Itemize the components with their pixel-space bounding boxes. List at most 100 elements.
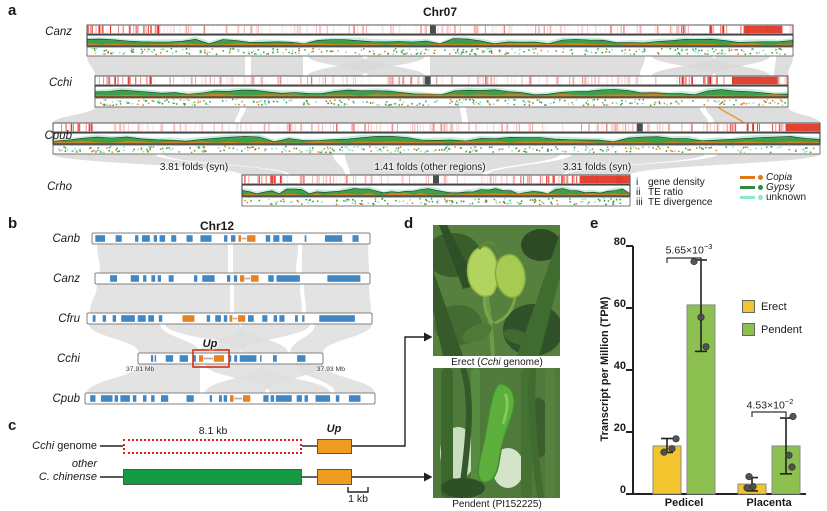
panel-e-letter: e	[590, 215, 599, 232]
pvalue-pedicel-mantissa: 5.65×10	[665, 244, 704, 257]
legend-swatch-pendent	[742, 323, 755, 336]
other-chinense-label-line2: C. chinense	[38, 471, 97, 483]
erect-pepper-photo	[425, 225, 563, 357]
panel-a-synteny-ribbons	[53, 56, 820, 175]
fold-label-other: 1.41 folds (other regions)	[374, 162, 486, 173]
copia-label: Copia	[766, 172, 793, 183]
pendent-pepper-photo-art	[433, 367, 560, 499]
panel-b-species-cfru: Cfru	[58, 313, 80, 325]
gypsy-dot-icon	[758, 185, 763, 190]
left-coordinate-label: 37.91 Mb	[126, 366, 155, 373]
panel-b-track-Canz	[94, 272, 371, 285]
panel-b-track-Cfru	[86, 312, 373, 325]
panel-e-bar-chart	[626, 245, 806, 495]
ytick-40: 40	[613, 360, 626, 372]
cchi-genome-label-rest: genome	[54, 440, 97, 452]
up-locus-highlight-box	[192, 349, 230, 368]
sig-bracket-pedicel	[666, 257, 702, 263]
erect-caption-italic: Cchi	[480, 357, 501, 368]
legend-label-erect: Erect	[761, 301, 787, 313]
track-legend-row-2: ii TE ratio	[636, 182, 683, 200]
up-gene-box-other	[317, 469, 352, 485]
pendent-photo-caption: Pendent (PI152225)	[452, 499, 542, 510]
arrow-to-pendent-photo	[424, 472, 433, 482]
track-legend-num-1: i	[636, 177, 639, 188]
ytick-20: 20	[613, 422, 626, 434]
panel-b-synteny-ribbons	[87, 244, 375, 393]
track-legend-num-3: iii	[636, 197, 643, 208]
gypsy-dash-icon	[740, 186, 755, 189]
panel-a-tracks-Crho	[241, 174, 631, 207]
deletion-dashed-box	[123, 439, 302, 454]
category-pedicel: Pedicel	[664, 497, 704, 509]
arrow-to-erect-photo	[424, 332, 433, 342]
pvalue-placenta: 4.53×10−2	[746, 397, 794, 412]
sig-bracket-placenta	[751, 411, 787, 417]
panel-a-tracks-Cpub	[52, 122, 821, 155]
erect-pepper-photo-art	[425, 225, 563, 357]
up-gene-label-panel-c: Up	[326, 423, 342, 435]
track-legend-row-1: i gene density	[636, 172, 705, 190]
panel-b-letter: b	[8, 215, 18, 232]
deletion-size-label: 8.1 kb	[198, 425, 228, 437]
gypsy-label: Gypsy	[766, 182, 795, 193]
track-legend-label-3: TE divergence	[648, 197, 713, 208]
panel-a-letter: a	[8, 2, 17, 19]
pvalue-pedicel-exponent: −3	[703, 242, 713, 251]
right-coordinate-label: 37.93 Mb	[316, 366, 345, 373]
copia-dash-icon	[740, 176, 755, 179]
panel-c-letter: c	[8, 417, 17, 434]
panel-c-connectors	[100, 332, 433, 493]
panel-b-species-cpub: Cpub	[52, 393, 81, 405]
up-gene-box-cchi	[317, 439, 352, 454]
panel-a-species-canz: Canz	[45, 26, 72, 38]
erect-photo-caption: Erect (Cchi genome)	[451, 357, 543, 368]
pvalue-pedicel: 5.65×10−3	[665, 242, 713, 257]
panel-b-track-Cpub	[84, 392, 376, 405]
panel-a-species-cchi: Cchi	[48, 77, 72, 89]
legend-swatch-erect	[742, 300, 755, 313]
ytick-60: 60	[613, 298, 626, 310]
erect-caption-suffix: genome)	[500, 357, 543, 368]
insertion-green-box	[123, 469, 302, 485]
panel-d-letter: d	[404, 215, 414, 232]
category-placenta: Placenta	[746, 497, 792, 509]
ytick-0: 0	[619, 484, 626, 496]
unknown-dash-icon	[740, 196, 755, 199]
unknown-label: unknown	[766, 192, 807, 203]
pendent-pepper-photo	[433, 367, 560, 499]
scale-bar-label: 1 kb	[348, 493, 368, 505]
legend-label-pendent: Pendent	[761, 324, 802, 336]
track-legend-num-2: ii	[636, 187, 641, 198]
pvalue-placenta-exponent: −2	[784, 397, 794, 406]
chr07-title: Chr07	[422, 5, 458, 19]
erect-caption-prefix: Erect (	[451, 357, 481, 368]
panel-b-track-Cchi	[137, 352, 324, 365]
panel-a-tracks-Canz	[86, 24, 794, 57]
te-legend-unknown: unknown	[740, 192, 806, 203]
ytick-80: 80	[613, 236, 626, 248]
track-legend-row-3: iii TE divergence	[636, 192, 712, 210]
cchi-genome-label-italic: Cchi	[32, 440, 55, 452]
panel-b-species-canb: Canb	[52, 233, 81, 245]
panel-b-species-cchi: Cchi	[56, 353, 80, 365]
te-legend-gypsy: Gypsy	[740, 182, 794, 193]
up-gene-label-panel-b: Up	[202, 338, 218, 350]
fold-label-syn-right: 3.31 folds (syn)	[562, 162, 632, 173]
cchi-genome-label: Cchi genome	[0, 440, 97, 452]
unknown-dot-icon	[758, 195, 763, 200]
panel-a-species-crho: Crho	[47, 181, 72, 193]
other-chinense-label-line1: other	[71, 458, 97, 470]
track-legend-label-2: TE ratio	[648, 187, 684, 198]
track-legend-label-1: gene density	[648, 177, 705, 188]
te-legend-copia: Copia	[740, 172, 792, 183]
pvalue-placenta-mantissa: 4.53×10	[746, 399, 785, 412]
fold-label-syn-left: 3.81 folds (syn)	[159, 162, 229, 173]
panel-a-species-cpub: Cpub	[44, 130, 73, 142]
copia-dot-icon	[758, 175, 763, 180]
panel-b-species-canz: Canz	[53, 273, 80, 285]
chr12-title: Chr12	[199, 219, 235, 233]
panel-b-track-Canb	[91, 232, 371, 245]
